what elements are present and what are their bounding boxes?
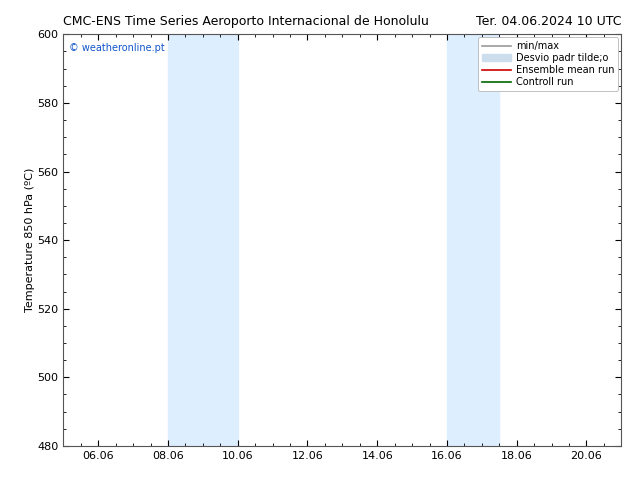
Text: © weatheronline.pt: © weatheronline.pt (69, 43, 165, 52)
Y-axis label: Temperature 850 hPa (ºC): Temperature 850 hPa (ºC) (25, 168, 34, 312)
Bar (447, 34, 500, 446)
Bar (168, 34, 238, 446)
Text: CMC-ENS Time Series Aeroporto Internacional de Honolulu: CMC-ENS Time Series Aeroporto Internacio… (63, 15, 429, 28)
Legend: min/max, Desvio padr tilde;o, Ensemble mean run, Controll run: min/max, Desvio padr tilde;o, Ensemble m… (478, 37, 618, 91)
Text: Ter. 04.06.2024 10 UTC: Ter. 04.06.2024 10 UTC (476, 15, 621, 28)
